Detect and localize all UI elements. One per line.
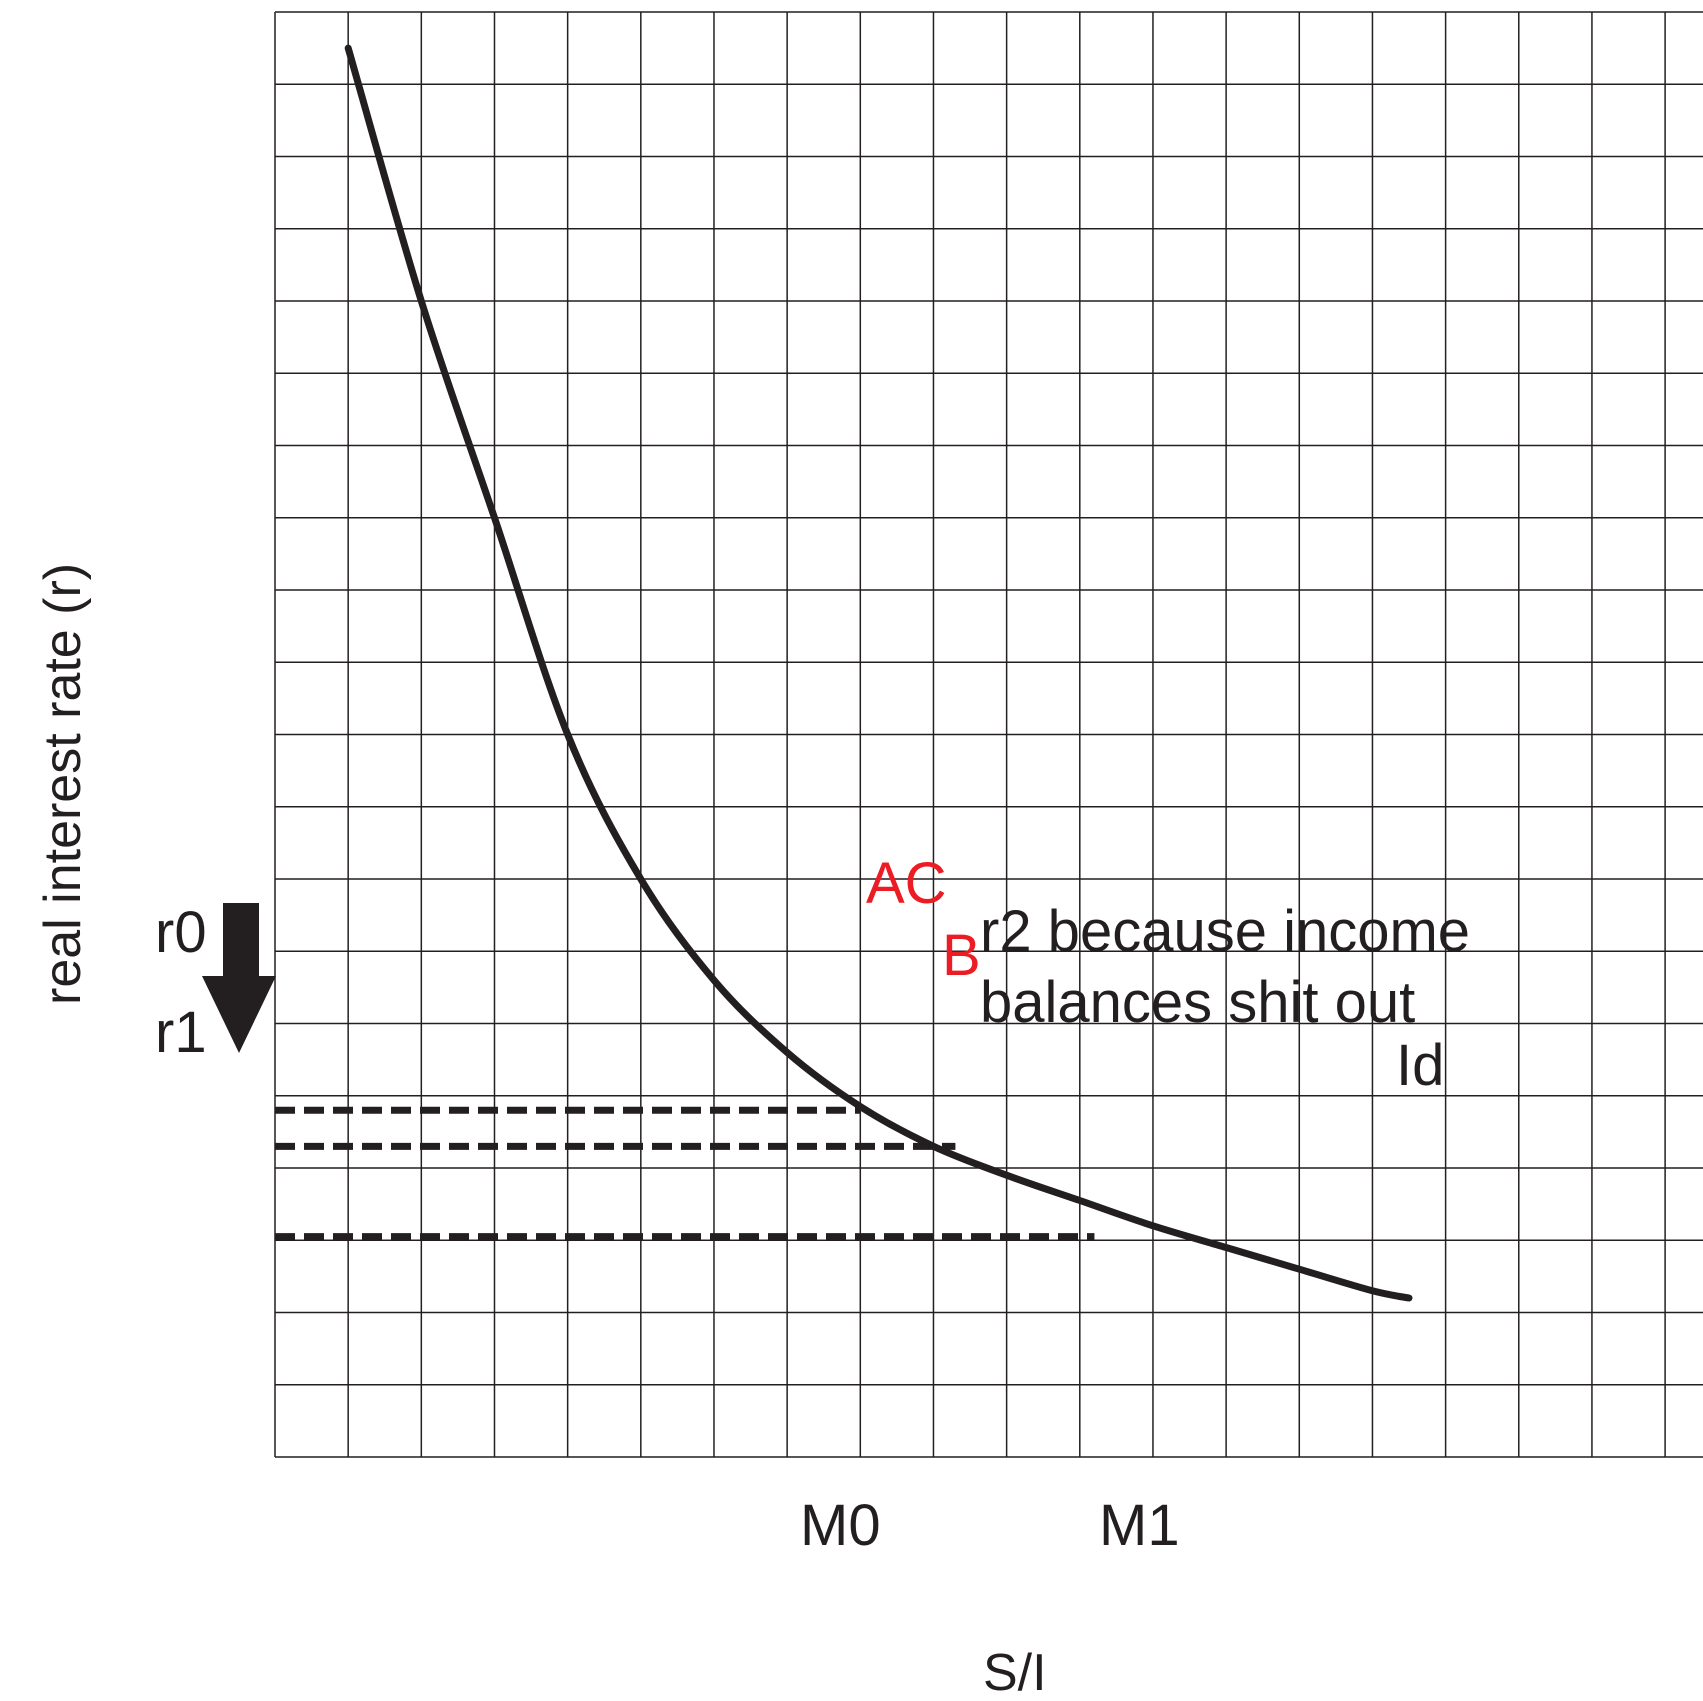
- x-axis-label: S/I: [983, 1644, 1047, 1701]
- y-tick-r0: r0: [155, 900, 207, 965]
- y-axis-label: real interest rate (r): [34, 563, 92, 1005]
- y-tick-r1: r1: [155, 1000, 207, 1065]
- down-arrow-icon: [202, 903, 276, 1053]
- x-tick-m0: M0: [800, 1493, 881, 1558]
- annotation-line-2: balances shit out: [980, 970, 1415, 1035]
- point-label-ac: AC: [866, 851, 947, 916]
- annotation-line-1: r2 because income: [980, 899, 1470, 964]
- curve-label-id: Id: [1396, 1033, 1444, 1098]
- reference-lines: [275, 1106, 1095, 1241]
- x-tick-m1: M1: [1099, 1493, 1180, 1558]
- series-line-id: [344, 44, 1413, 1302]
- grid: [274, 11, 1703, 1458]
- point-label-b: B: [942, 923, 981, 988]
- curve-layer: [344, 44, 1413, 1302]
